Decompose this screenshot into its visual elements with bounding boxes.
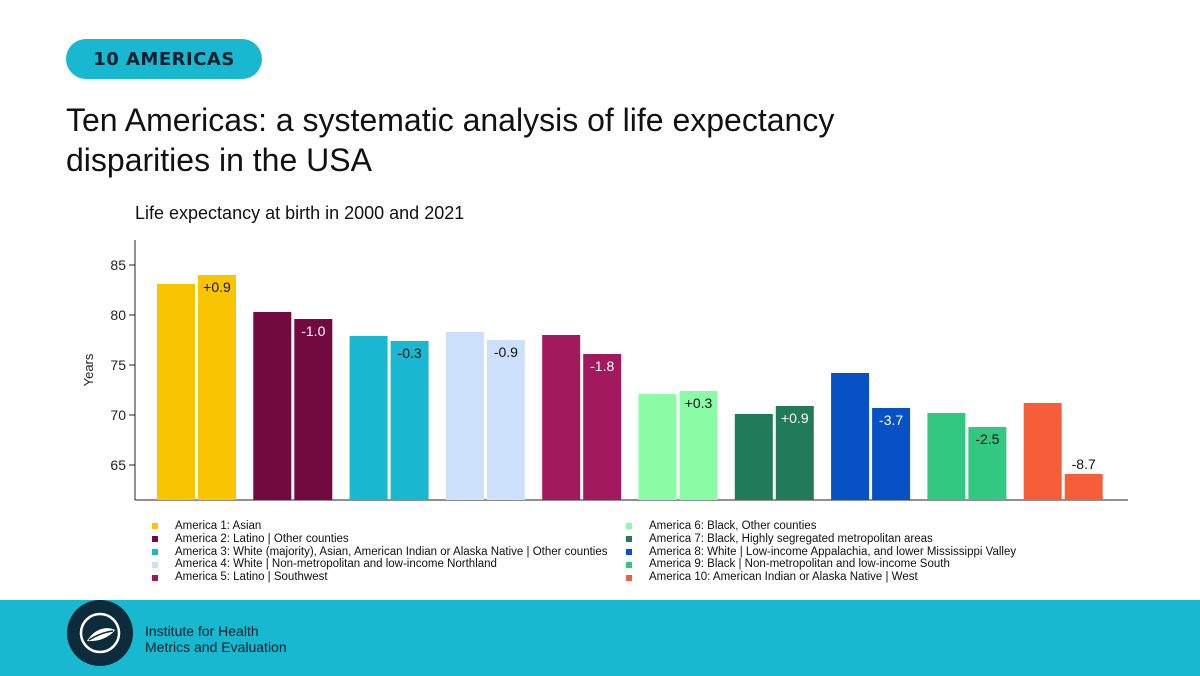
change-label-america-4: -0.9 [494, 344, 518, 360]
bar-2000-america-3 [349, 336, 388, 500]
legend-label: America 1: Asian [175, 520, 262, 532]
bar-2000-america-2 [253, 312, 292, 500]
bar-2000-america-8 [831, 373, 870, 500]
organization-line-1: Institute for Health [145, 623, 259, 639]
legend-label: America 4: White | Non-metropolitan and … [175, 558, 497, 571]
category-badge: 10 AMERICAS [66, 39, 262, 79]
legend-label: America 10: American Indian or Alaska Na… [649, 571, 918, 584]
bar-2000-america-9 [927, 413, 966, 500]
bar-2021-america-3 [390, 341, 429, 500]
legend-item-america-4: America 4: White | Non-metropolitan and … [152, 558, 608, 571]
legend-swatch [152, 523, 158, 530]
change-label-america-3: -0.3 [398, 345, 422, 361]
bar-2021-america-10 [1064, 474, 1103, 500]
legend-item-america-10: America 10: American Indian or Alaska Na… [626, 571, 1016, 584]
bar-2000-america-5 [542, 335, 581, 500]
legend-label: America 9: Black | Non-metropolitan and … [649, 558, 950, 571]
bar-2000-america-7 [734, 414, 773, 500]
legend-swatch [152, 548, 158, 555]
y-tick-label: 85 [110, 257, 126, 273]
y-axis-label: Years [81, 353, 96, 386]
organization-name: Institute for Health Metrics and Evaluat… [145, 623, 287, 655]
bar-2000-america-4 [445, 332, 484, 500]
y-tick-label: 65 [110, 457, 126, 473]
legend-item-america-6: America 6: Black, Other counties [626, 520, 1016, 533]
bar-2021-america-1 [198, 275, 236, 500]
legend-item-america-5: America 5: Latino | Southwest [152, 571, 608, 584]
legend-column-left: America 1: Asian America 2: Latino | Othe… [152, 520, 608, 584]
legend-swatch [626, 523, 632, 530]
change-label-america-8: -3.7 [879, 412, 903, 428]
change-label-america-1: +0.9 [203, 279, 231, 295]
legend-swatch [152, 561, 158, 568]
organization-line-2: Metrics and Evaluation [145, 639, 287, 655]
bar-2021-america-9 [968, 427, 1007, 500]
legend-item-america-1: America 1: Asian [152, 520, 608, 533]
bar-2021-america-6 [679, 391, 718, 500]
legend-swatch [152, 536, 158, 543]
legend-label: America 3: White (majority), Asian, Amer… [175, 545, 608, 558]
legend-swatch [626, 536, 632, 543]
y-tick-label: 75 [110, 357, 126, 373]
chart-title: Life expectancy at birth in 2000 and 202… [135, 203, 465, 223]
legend-label: America 6: Black, Other counties [649, 520, 817, 532]
bar-2000-america-10 [1023, 403, 1062, 500]
change-label-america-10: -8.7 [1072, 456, 1096, 472]
legend-swatch [626, 548, 632, 555]
bar-2021-america-7 [775, 406, 814, 500]
change-label-america-2: -1.0 [301, 323, 325, 339]
change-label-america-6: +0.3 [685, 395, 713, 411]
legend-swatch [626, 561, 632, 568]
leaf-globe-icon [79, 612, 121, 654]
legend-item-america-9: America 9: Black | Non-metropolitan and … [626, 558, 1016, 571]
bar-2021-america-5 [583, 354, 622, 500]
page-title: Ten Americas: a systematic analysis of l… [66, 102, 835, 178]
y-tick-label: 80 [110, 307, 126, 323]
life-expectancy-bar-chart: 65 70 75 80 85 Years +0.9 -1.0 -0.3 -0.9 -1.8 +0.3 +… [81, 240, 1128, 501]
footer-band [0, 600, 1200, 676]
bar-2021-america-8 [872, 408, 911, 500]
legend-item-america-7: America 7: Black, Highly segregated metr… [626, 533, 1016, 546]
legend-swatch [152, 574, 158, 581]
bar-2021-america-2 [294, 319, 333, 500]
bar-2000-america-6 [638, 394, 677, 500]
change-label-america-7: +0.9 [781, 410, 809, 426]
legend-label: America 2: Latino | Other counties [175, 532, 349, 545]
legend-item-america-3: America 3: White (majority), Asian, Amer… [152, 546, 608, 559]
bar-2000-america-1 [157, 284, 195, 500]
legend-swatch [626, 574, 632, 581]
bar-2021-america-4 [486, 340, 525, 500]
y-tick-label: 70 [110, 407, 126, 423]
legend-label: America 5: Latino | Southwest [175, 571, 328, 584]
change-label-america-9: -2.5 [975, 431, 999, 447]
legend-label: America 8: White | Low-income Appalachia… [649, 545, 1017, 558]
legend-column-right: America 6: Black, Other counties America … [626, 520, 1016, 584]
legend-item-america-8: America 8: White | Low-income Appalachia… [626, 546, 1016, 559]
legend-label: America 7: Black, Highly segregated metr… [649, 532, 933, 545]
change-label-america-5: -1.8 [590, 358, 614, 374]
legend-item-america-2: America 2: Latino | Other counties [152, 533, 608, 546]
ihme-logo [67, 600, 133, 666]
